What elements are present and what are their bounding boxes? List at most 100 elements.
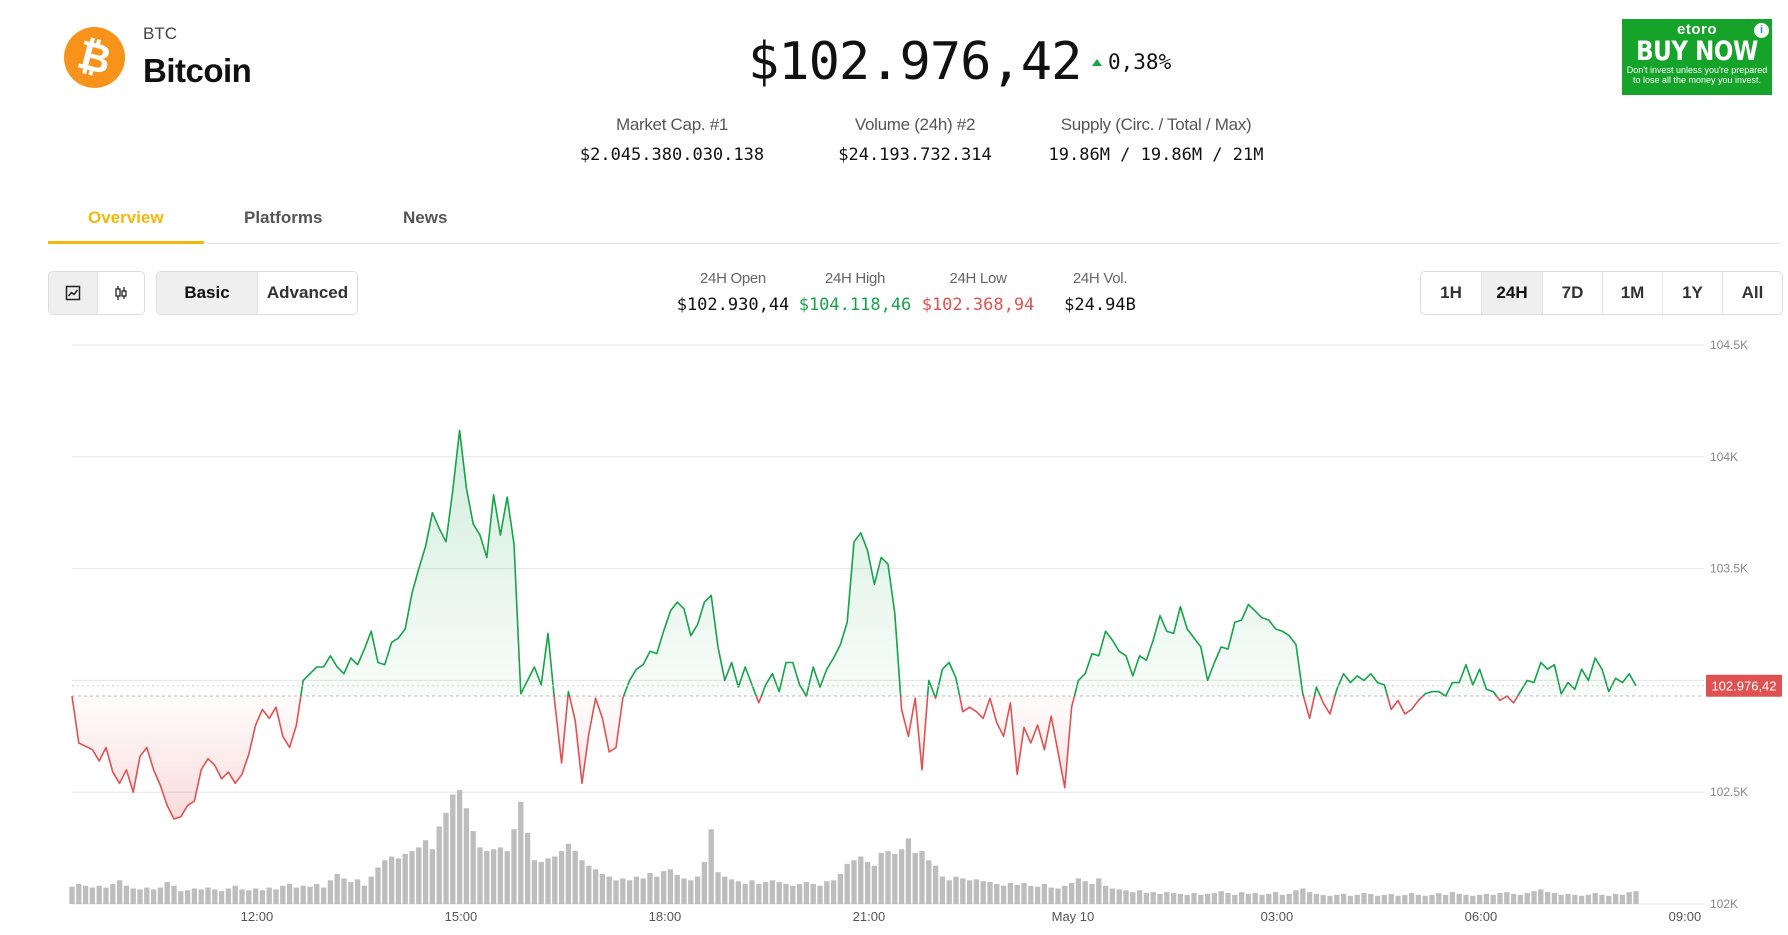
volume-bar: [973, 879, 980, 904]
ohlc-label: 24H Open: [700, 270, 766, 287]
volume-bar: [674, 874, 680, 904]
volume-bar: [953, 876, 959, 904]
volume-bar: [1388, 893, 1394, 904]
volume-bar: [1368, 893, 1374, 904]
advanced-view-button[interactable]: Advanced: [257, 272, 357, 314]
volume-bar: [715, 872, 721, 904]
basic-view-button[interactable]: Basic: [157, 272, 257, 314]
volume-bar: [116, 880, 123, 904]
volume-bar: [531, 860, 538, 904]
volume-bar: [341, 878, 347, 904]
volume-bar: [1334, 894, 1340, 904]
y-tick-label: 104K: [1710, 450, 1738, 464]
volume-bar: [1626, 892, 1632, 904]
volume-bar: [538, 862, 544, 904]
range-7d-button[interactable]: 7D: [1542, 272, 1602, 314]
x-tick-label: 21:00: [853, 909, 886, 924]
range-all-button[interactable]: All: [1722, 272, 1782, 314]
volume-bar: [1585, 894, 1592, 904]
ohlc-value: $104.118,46: [798, 295, 912, 315]
volume-bar: [749, 880, 755, 904]
current-price-tag: 102.976,42: [1706, 674, 1782, 697]
volume-bar: [837, 873, 844, 904]
volume-bar: [1606, 895, 1612, 904]
volume-bar: [1436, 893, 1442, 904]
up-triangle-icon: [1092, 58, 1102, 66]
current-price: $102.976,42: [748, 32, 1082, 92]
volume-bar: [504, 851, 510, 904]
etoro-ad-banner[interactable]: etoro BUY NOW Don't invest unless you're…: [1622, 19, 1772, 95]
x-tick-label: 12:00: [241, 909, 274, 924]
ohlc-label: 24H Vol.: [1072, 270, 1128, 287]
ohlc-label: 24H High: [824, 270, 886, 287]
coin-ticker: BTC: [143, 24, 177, 43]
volume-bar: [144, 887, 150, 904]
volume-bar: [1238, 892, 1245, 904]
volume-bar: [191, 888, 198, 904]
y-tick-label: 102.5K: [1710, 785, 1748, 799]
volume-bar: [864, 862, 871, 904]
volume-bar: [1599, 894, 1605, 904]
volume-bar: [932, 865, 939, 904]
volume-bar: [926, 860, 932, 904]
volume-bar: [1619, 894, 1626, 904]
volume-bar: [552, 856, 558, 904]
volume-bar: [912, 852, 918, 904]
volume-bar: [1381, 894, 1388, 904]
range-24h-button[interactable]: 24H: [1481, 272, 1542, 314]
volume-bar: [898, 849, 905, 904]
volume-bar: [1497, 893, 1503, 904]
ohlc-volume: 24H Vol. $24.94B: [1040, 270, 1160, 315]
volume-bar: [1116, 889, 1122, 904]
volume-bar: [817, 885, 823, 904]
range-1h-button[interactable]: 1H: [1440, 283, 1462, 302]
volume-bar: [701, 862, 708, 904]
page-tabs: Overview Platforms News: [48, 200, 1780, 244]
price-change-value: 0,38%: [1108, 50, 1172, 74]
volume-bar: [1041, 883, 1048, 904]
price-tag-label: 102.976,42: [1711, 678, 1776, 693]
volume-bar: [1361, 893, 1367, 904]
ad-cta[interactable]: BUY NOW: [1636, 36, 1758, 67]
tab-platforms[interactable]: Platforms: [244, 208, 323, 227]
volume-bar: [728, 879, 735, 904]
volume-bar: [1592, 893, 1598, 904]
volume-bar: [919, 851, 925, 904]
volume-bar: [1204, 893, 1211, 904]
ad-info-icon[interactable]: i: [1754, 23, 1769, 38]
ad-disclaimer: Don't invest unless you're prepared to l…: [1626, 65, 1768, 85]
volume-bar: [1490, 894, 1496, 904]
volume-bar: [1313, 893, 1320, 904]
volume-bar: [824, 881, 830, 904]
volume-bar: [783, 883, 789, 904]
volume-bar: [273, 889, 279, 904]
volume-bar: [368, 876, 374, 904]
volume-bar: [633, 876, 640, 904]
line-chart-icon[interactable]: [49, 272, 97, 314]
volume-bar: [1347, 895, 1354, 904]
range-1m-button[interactable]: 1M: [1602, 272, 1662, 314]
volume-bar: [1000, 885, 1007, 904]
volume-bar: [647, 872, 653, 904]
volume-bar: [1068, 883, 1075, 904]
volume-bar: [463, 808, 470, 904]
volume-bar: [660, 871, 667, 904]
range-1y-button[interactable]: 1Y: [1662, 272, 1722, 314]
volume-bar: [1191, 893, 1197, 904]
tab-news[interactable]: News: [403, 208, 448, 227]
volume-bar: [1279, 894, 1286, 904]
volume-bar: [1014, 884, 1020, 904]
volume-bar: [688, 880, 694, 904]
volume-bar: [769, 880, 776, 904]
volume-bar: [1055, 888, 1061, 904]
volume-bar: [871, 865, 878, 904]
volume-bar: [1456, 893, 1462, 904]
candlestick-icon[interactable]: [96, 272, 145, 314]
price-line-up: [300, 429, 1637, 696]
volume-bar: [218, 891, 225, 904]
tab-overview[interactable]: Overview: [88, 208, 164, 227]
volume-bar: [545, 858, 551, 904]
ohlc-value: $102.368,94: [921, 295, 1035, 315]
stat-label: Supply (Circ. / Total / Max): [1060, 115, 1252, 134]
